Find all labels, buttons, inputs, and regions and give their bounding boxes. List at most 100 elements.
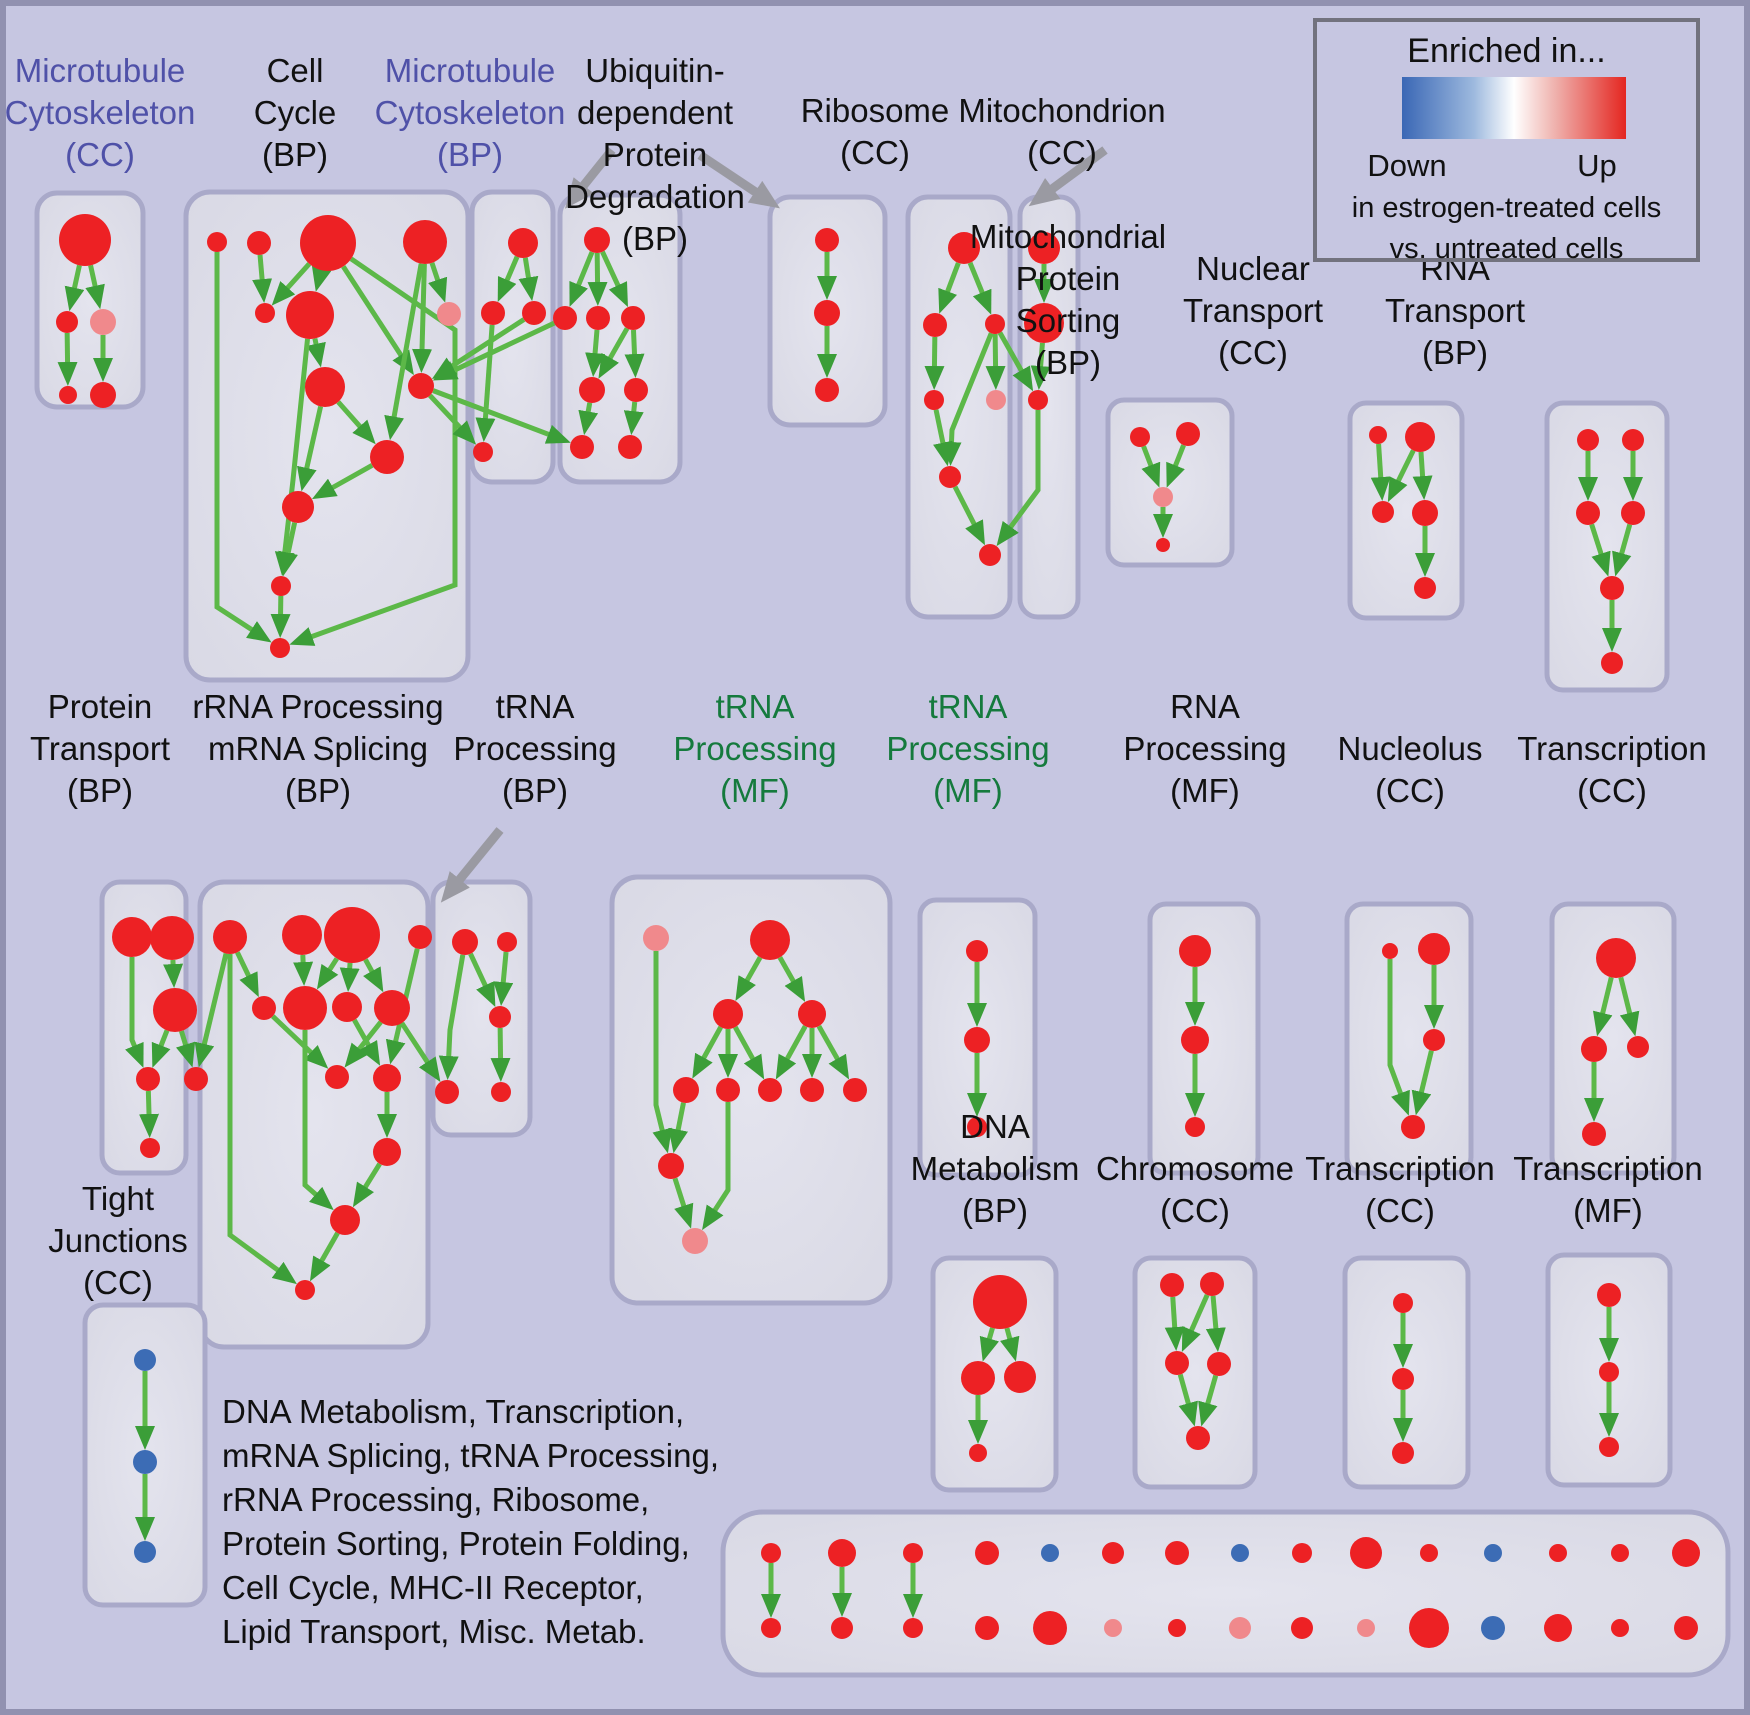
- edge-arrow: [668, 1102, 688, 1154]
- go-term-node: [1357, 1619, 1375, 1637]
- edge-arrow: [336, 400, 376, 445]
- go-term-node: [374, 990, 410, 1026]
- go-term-node: [815, 378, 839, 402]
- edge-arrow: [1370, 443, 1391, 502]
- edge-arrow: [733, 1025, 765, 1080]
- edge-arrow: [214, 252, 272, 643]
- go-term-node: [624, 378, 648, 402]
- cluster-box-rna-transport: [1544, 400, 1670, 693]
- go-term-node: [1405, 422, 1435, 452]
- go-term-node: [1418, 933, 1450, 965]
- cluster-box-chromosome: [1132, 1255, 1258, 1490]
- edge-arrow: [1387, 449, 1416, 503]
- go-term-node: [1596, 938, 1636, 978]
- go-term-node: [586, 306, 610, 330]
- go-term-node: [408, 925, 432, 949]
- edge-arrow: [497, 255, 520, 302]
- edge-arrow: [598, 327, 630, 379]
- go-term-node: [1414, 577, 1436, 599]
- go-term-node: [1672, 1539, 1700, 1567]
- edge-arrow: [341, 265, 414, 376]
- go-term-node: [961, 1361, 995, 1395]
- go-term-node: [1229, 1617, 1251, 1639]
- cluster-label-mitochondrion: Mitochondrion (CC): [958, 92, 1165, 171]
- go-term-node: [452, 929, 478, 955]
- edge-arrow: [1205, 1295, 1226, 1353]
- label-pointer-arrow-icon: [1028, 146, 1108, 207]
- edge-arrow: [235, 951, 259, 998]
- edge-arrow: [278, 522, 298, 577]
- edge-arrow: [151, 1029, 171, 1068]
- cluster-label-tight-junctions: Tight Junctions (CC): [48, 1180, 187, 1301]
- edge-arrow: [274, 338, 311, 577]
- go-term-node: [621, 306, 645, 330]
- go-term-node: [330, 1205, 360, 1235]
- go-term-node: [282, 915, 322, 955]
- go-term-node: [522, 301, 546, 325]
- go-term-node: [1153, 487, 1173, 507]
- edge-arrow: [979, 1327, 1000, 1362]
- go-term-node: [1622, 429, 1644, 451]
- go-term-node: [1102, 1542, 1124, 1564]
- go-term-node: [1484, 1544, 1502, 1562]
- cluster-label-cell-cycle: Cell Cycle (BP): [254, 52, 337, 173]
- edge-arrow: [432, 388, 571, 444]
- go-term-node: [570, 435, 594, 459]
- edge-arrow: [1618, 976, 1640, 1037]
- edge-arrow: [468, 952, 496, 1008]
- cluster-label-trna-mf-1: tRNA Processing (MF): [673, 688, 836, 809]
- go-term-node: [403, 220, 447, 264]
- cluster-label-protein-transport: Protein Transport (BP): [30, 688, 170, 809]
- edge-arrow: [1592, 976, 1614, 1037]
- go-term-node: [553, 306, 577, 330]
- go-term-node: [1186, 1426, 1210, 1450]
- edge-arrow: [777, 956, 806, 1002]
- edge-arrow: [1198, 1374, 1219, 1427]
- go-term-node: [1601, 652, 1623, 674]
- cluster-label-chromosome: Chromosome (CC): [1096, 1150, 1294, 1229]
- edge-arrow: [352, 1018, 381, 1066]
- edge-arrow: [1612, 523, 1633, 577]
- go-term-node: [184, 1067, 208, 1091]
- go-term-node: [579, 377, 605, 403]
- go-term-node: [658, 1153, 684, 1179]
- go-term-node: [1544, 1614, 1572, 1642]
- go-term-node: [1104, 1619, 1122, 1637]
- go-term-node: [59, 386, 77, 404]
- edge-arrow: [493, 951, 514, 1007]
- go-term-node: [1176, 422, 1200, 446]
- go-term-node: [1181, 1026, 1209, 1054]
- go-term-node: [437, 302, 461, 326]
- edge-arrow: [518, 257, 539, 302]
- go-term-node: [798, 1000, 826, 1028]
- legend-subtitle-line2: vs. untreated cells: [1389, 233, 1624, 265]
- cluster-label-nucleolus: Nucleolus (CC): [1338, 730, 1483, 809]
- go-term-node: [1200, 1272, 1224, 1296]
- go-term-node: [1576, 501, 1600, 525]
- label-pointer-arrow-icon: [440, 827, 504, 903]
- go-term-node: [750, 920, 790, 960]
- go-term-node: [1231, 1544, 1249, 1562]
- edge-arrow: [1177, 1373, 1198, 1427]
- cluster-label-ubiquitin: Ubiquitin-dependent Protein Degradation (BP…: [565, 52, 745, 257]
- go-term-node: [247, 231, 271, 255]
- go-term-node: [1412, 500, 1438, 526]
- edge-arrow: [311, 463, 374, 500]
- go-term-node: [1207, 1352, 1231, 1376]
- go-term-node: [985, 314, 1005, 334]
- go-term-node: [1393, 1293, 1413, 1313]
- cluster-box-microtubule-bp: [469, 189, 556, 485]
- go-term-node: [1627, 1036, 1649, 1058]
- go-term-node: [761, 1543, 781, 1563]
- edge-arrow: [952, 485, 985, 546]
- go-term-node: [282, 491, 314, 523]
- go-term-node: [716, 1078, 740, 1102]
- edge-arrow: [252, 254, 273, 304]
- label-pointer-arrow-icon: [565, 147, 616, 209]
- go-term-node: [295, 1280, 315, 1300]
- go-term-node: [1292, 1543, 1312, 1563]
- edge-arrow: [624, 329, 645, 379]
- go-term-node: [1600, 576, 1624, 600]
